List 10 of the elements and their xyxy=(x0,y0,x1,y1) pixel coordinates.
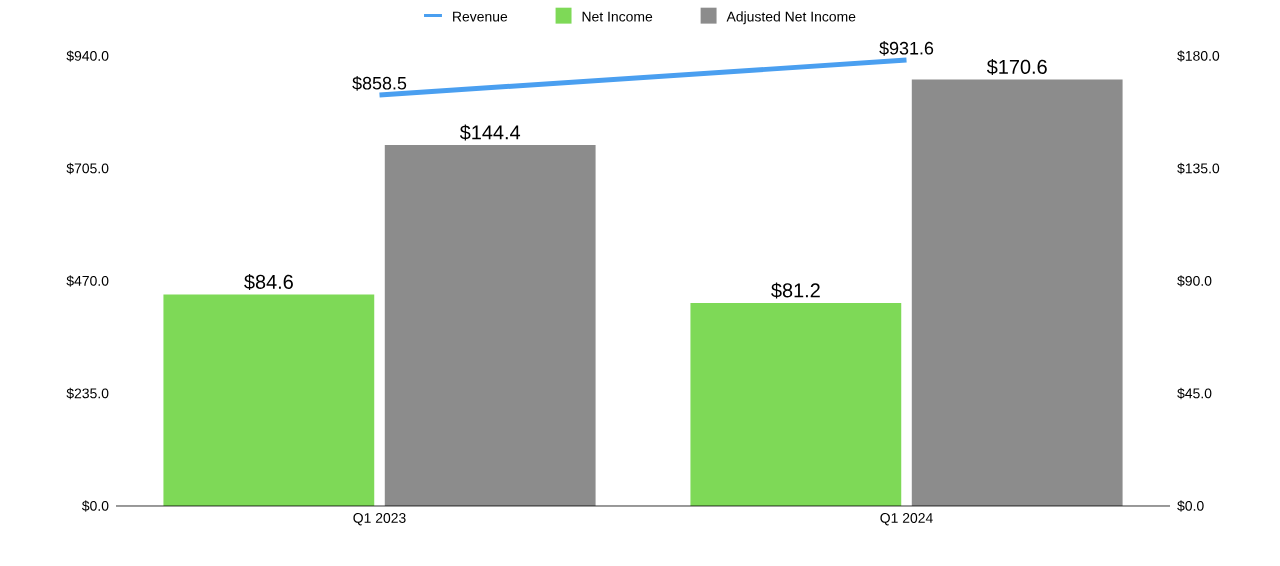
bar xyxy=(163,294,375,506)
data-label: $144.4 xyxy=(459,124,521,141)
data-label: $170.6 xyxy=(986,58,1047,76)
data-label: $84.6 xyxy=(244,273,293,291)
bar xyxy=(690,302,902,506)
bar xyxy=(911,79,1123,506)
data-label: $81.2 xyxy=(771,282,820,299)
data-label: $858.5 xyxy=(352,76,407,91)
bar xyxy=(384,144,596,506)
data-label: $931.6 xyxy=(879,41,934,56)
